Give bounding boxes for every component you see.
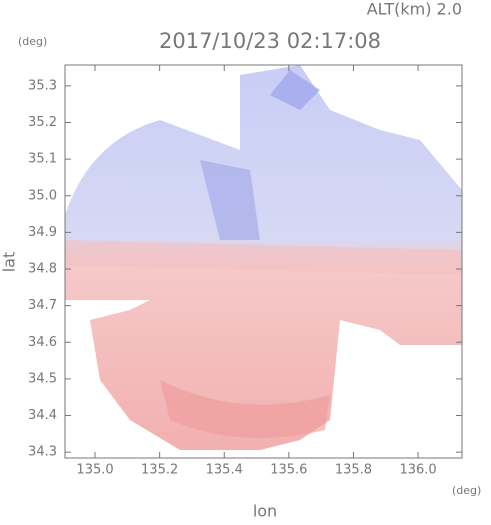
x-tick-label: 135.6	[270, 463, 307, 478]
y-tick-label: 34.3	[28, 445, 57, 460]
y-unit: (deg)	[18, 35, 47, 48]
y-tick-label: 35.1	[28, 152, 57, 167]
y-tick-label: 34.4	[28, 408, 57, 423]
y-tick-label: 34.7	[28, 298, 57, 313]
y-tick-label: 34.5	[28, 371, 57, 386]
chart-title: 2017/10/23 02:17:08	[159, 29, 381, 53]
x-tick-label: 135.2	[141, 463, 178, 478]
x-tick-label: 135.0	[76, 463, 113, 478]
y-tick-label: 35.2	[28, 115, 57, 130]
y-tick-label: 35.0	[28, 188, 57, 203]
y-axis-label: lat	[0, 252, 19, 273]
y-tick-label: 35.3	[28, 78, 57, 93]
plot-frame	[64, 64, 463, 459]
x-tick-label: 136.0	[399, 463, 436, 478]
y-tick-label: 34.6	[28, 335, 57, 350]
x-tick-label: 135.4	[206, 463, 243, 478]
x-tick-label: 135.8	[335, 463, 372, 478]
y-tick-label: 34.9	[28, 225, 57, 240]
y-tick-label: 34.8	[28, 262, 57, 277]
radar-field	[65, 65, 462, 450]
x-axis-label: lon	[253, 502, 277, 521]
altitude-label: ALT(km) 2.0	[367, 0, 462, 19]
x-unit: (deg)	[452, 484, 481, 497]
